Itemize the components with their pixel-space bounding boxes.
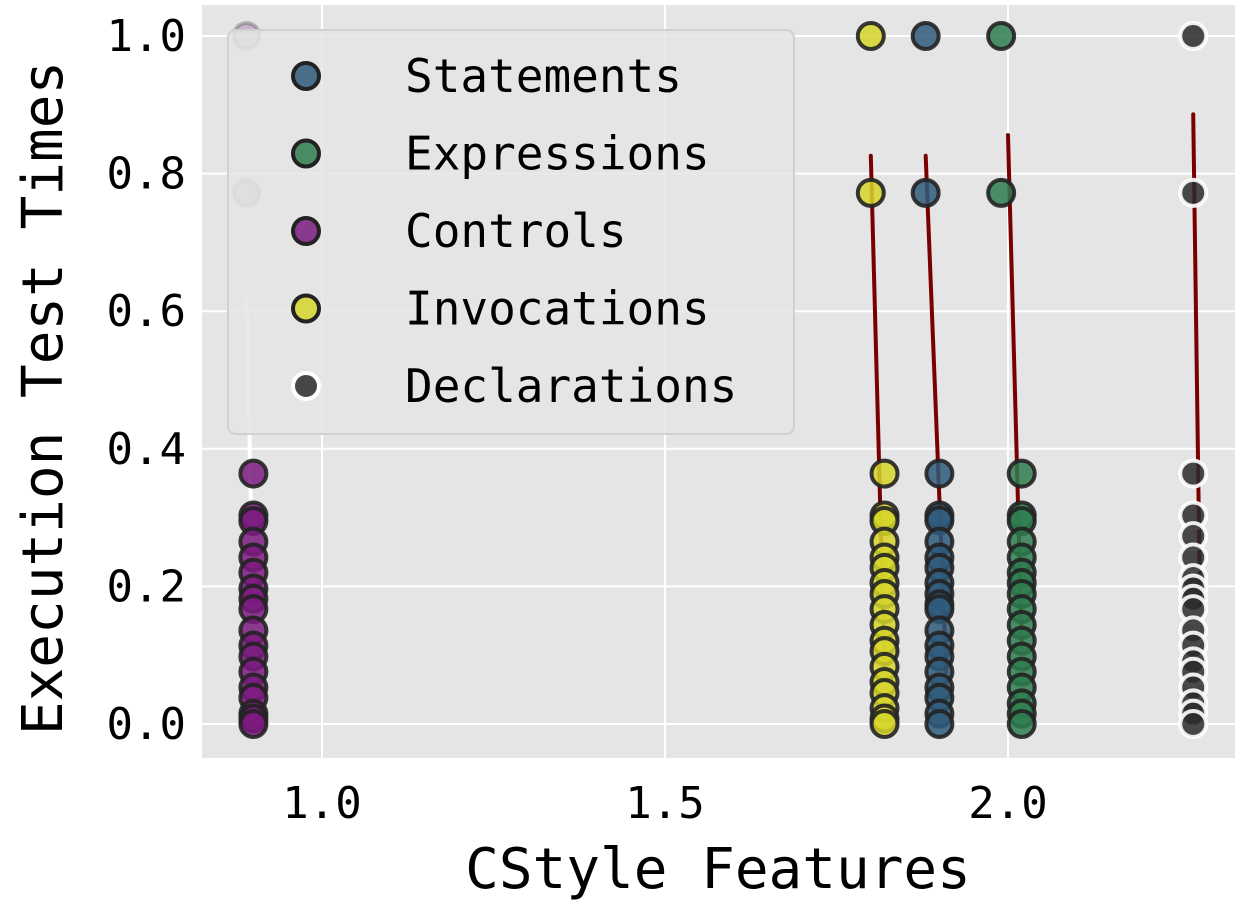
y-axis-title: Execution Test Times — [11, 61, 76, 735]
data-point — [1178, 458, 1209, 489]
legend-marker — [291, 138, 321, 169]
data-point — [869, 458, 900, 489]
legend-box — [227, 29, 795, 435]
x-axis-title: CStyle Features — [465, 837, 971, 902]
series-declarations — [1178, 21, 1209, 739]
data-point — [910, 21, 941, 51]
data-point — [869, 709, 900, 739]
legend-label: Declarations — [405, 359, 737, 413]
data-point — [924, 709, 955, 739]
data-point — [986, 21, 1017, 51]
y-tick-label: 0.0 — [107, 699, 186, 750]
data-point — [1178, 177, 1209, 208]
x-tick-label: 1.0 — [282, 778, 361, 829]
tick-labels: 1.0 1.5 2.0 0.0 0.2 0.4 0.6 0.8 1.0 — [107, 11, 1048, 829]
y-tick-label: 1.0 — [107, 11, 186, 62]
legend-label: Statements — [405, 49, 682, 103]
legend-marker — [291, 61, 321, 91]
data-point — [1178, 709, 1209, 739]
data-point — [924, 458, 955, 489]
legend-marker — [291, 216, 321, 246]
data-point — [986, 177, 1017, 208]
data-point — [238, 458, 269, 489]
legend-marker — [291, 371, 321, 401]
data-point — [1006, 709, 1037, 739]
y-tick-label: 0.2 — [107, 561, 186, 612]
y-tick-label: 0.6 — [107, 286, 186, 337]
legend-label: Expressions — [405, 127, 710, 181]
legend-label: Invocations — [405, 282, 710, 336]
legend-label: Controls — [405, 204, 627, 258]
data-point — [910, 177, 941, 208]
data-point — [855, 21, 886, 51]
series-statements — [910, 21, 955, 739]
legend-marker — [291, 293, 321, 324]
data-point — [1006, 458, 1037, 489]
legend: Statements Expressions Controls Invocations… — [227, 29, 795, 435]
data-point — [1178, 21, 1209, 51]
y-tick-label: 0.8 — [107, 149, 186, 200]
series-expressions — [986, 21, 1037, 739]
data-point — [855, 177, 886, 208]
x-tick-label: 2.0 — [968, 778, 1047, 829]
series-invocations — [855, 21, 900, 739]
data-point — [238, 709, 269, 739]
x-tick-label: 1.5 — [625, 778, 704, 829]
y-tick-label: 0.4 — [107, 424, 186, 475]
